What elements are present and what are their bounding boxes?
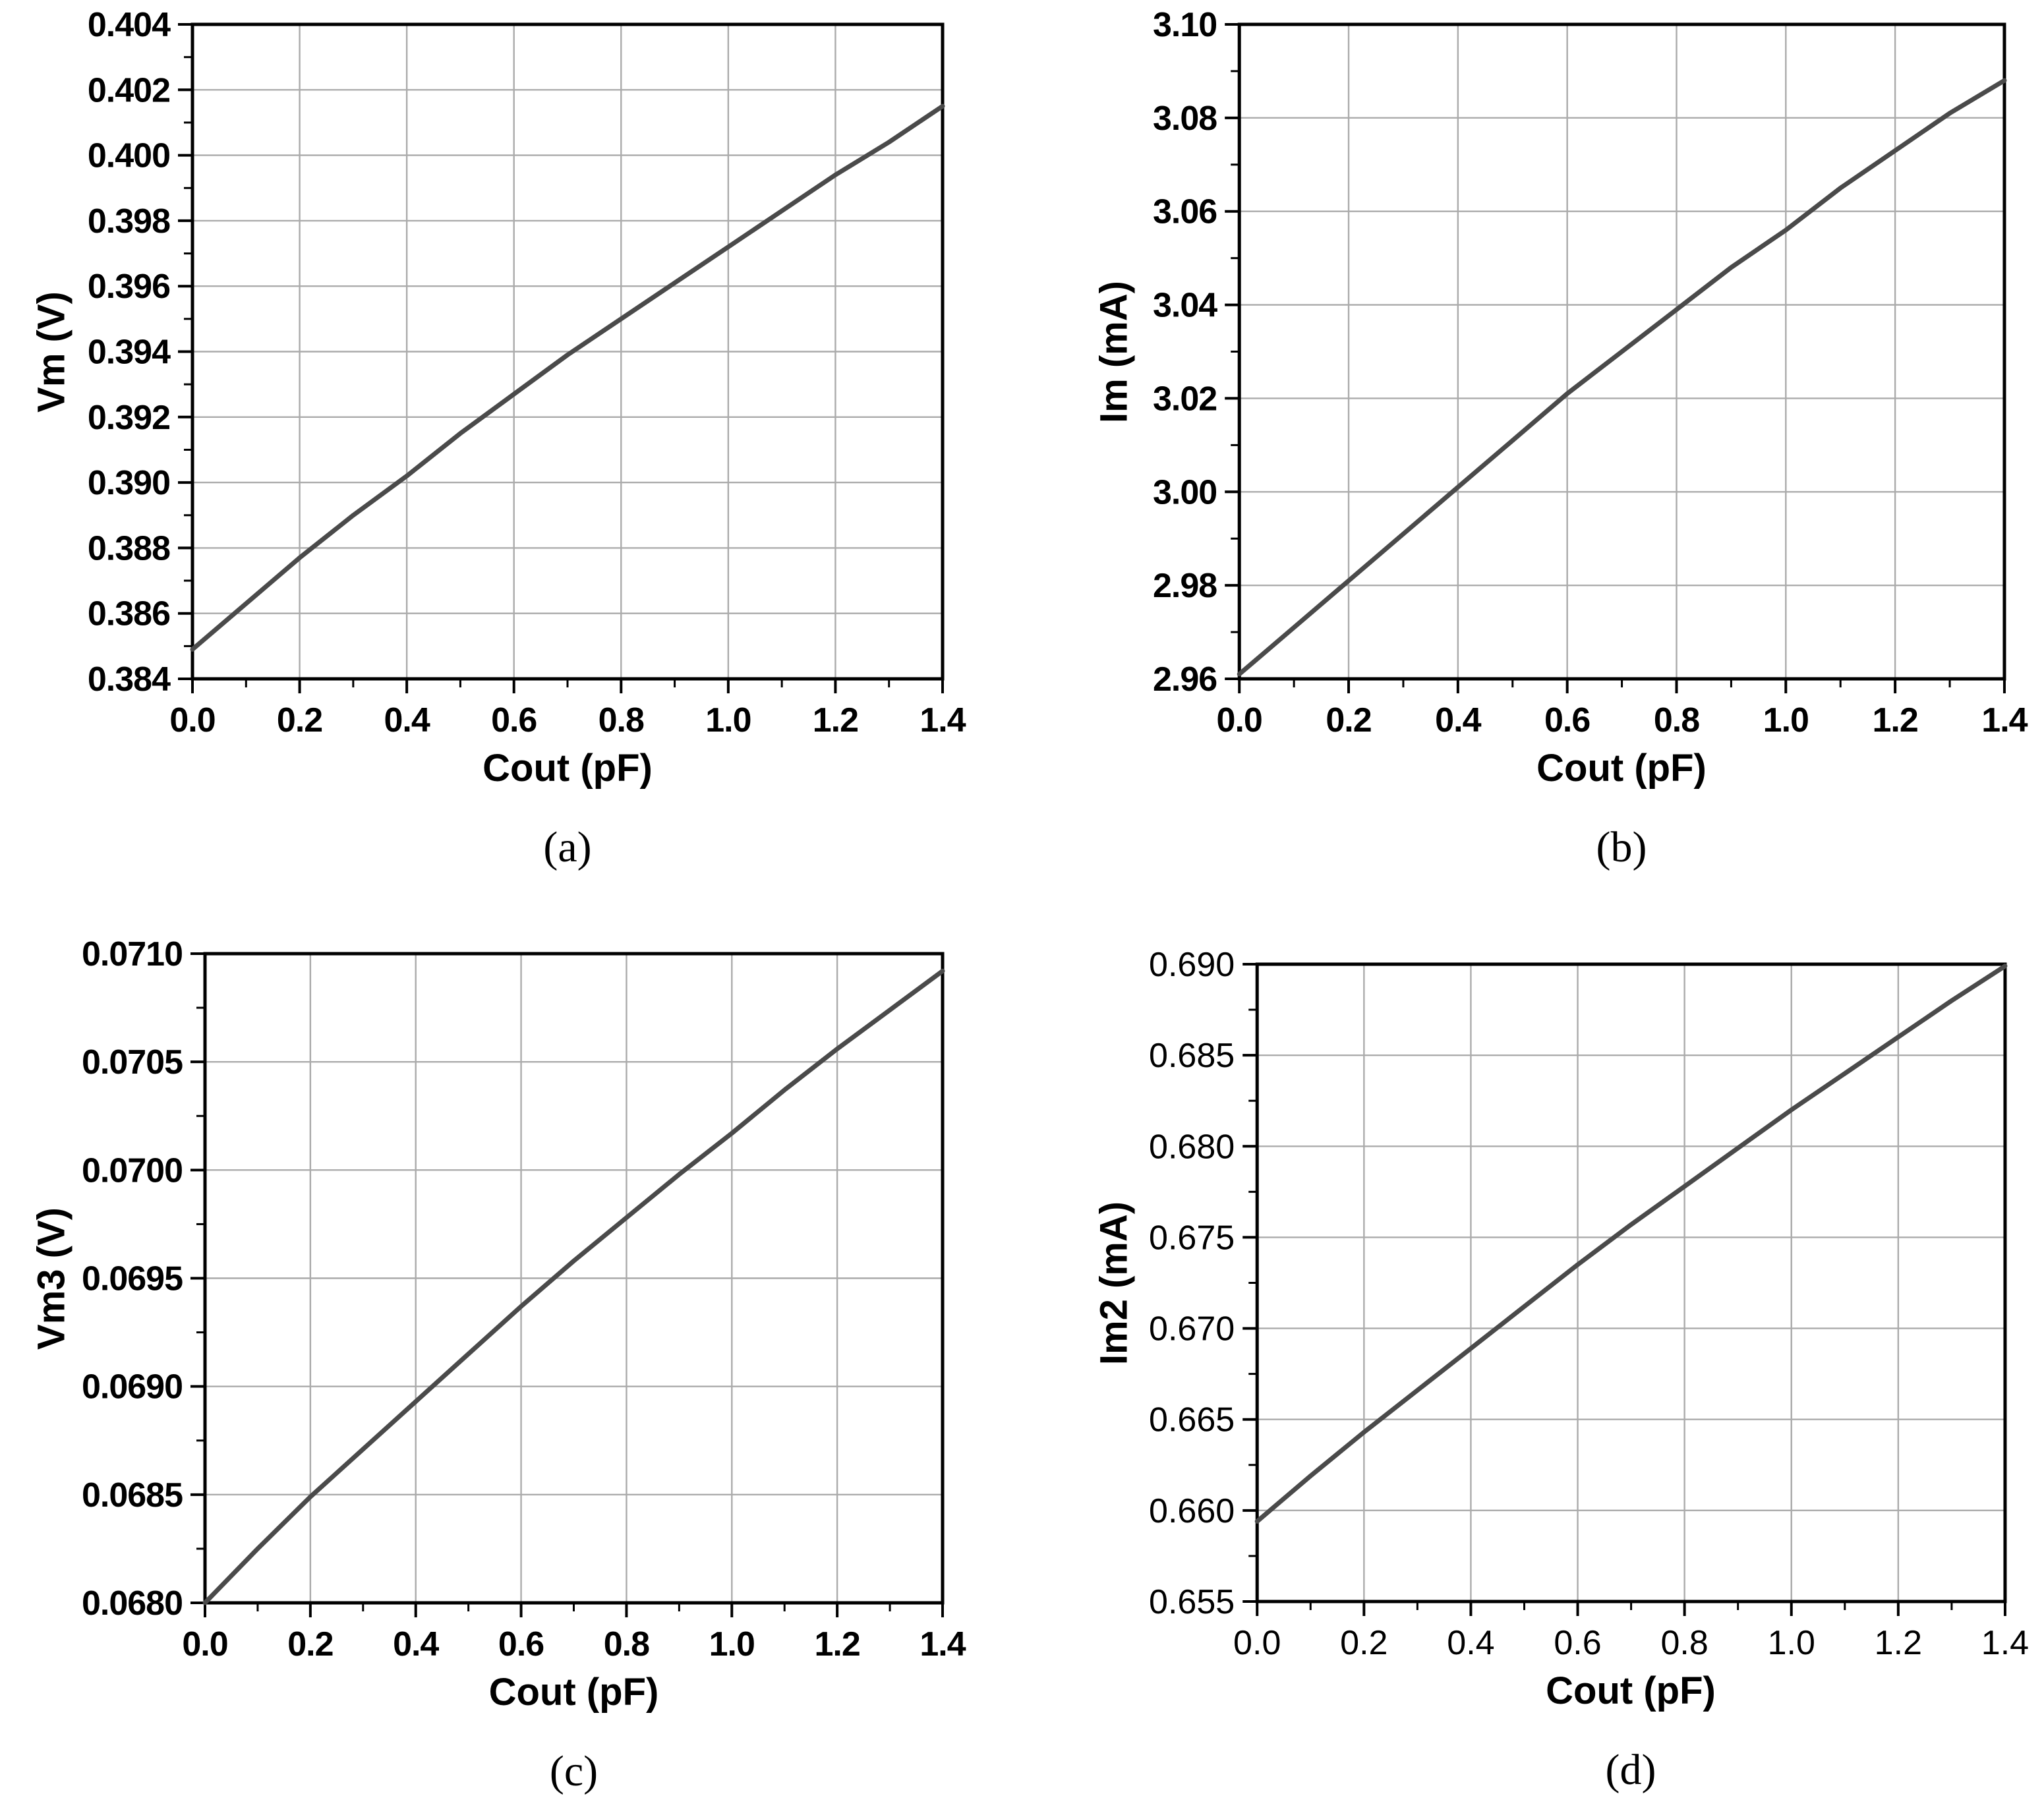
svg-text:0.396: 0.396 [88,268,170,306]
svg-text:1.0: 1.0 [705,701,751,739]
svg-text:0.404: 0.404 [88,6,171,44]
svg-text:1.2: 1.2 [1875,1624,1922,1662]
svg-text:1.4: 1.4 [1981,701,2028,739]
svg-text:0.2: 0.2 [1326,701,1371,739]
svg-text:0.0705: 0.0705 [82,1043,183,1082]
x-axis-label-b: Cout (pF) [1536,747,1707,790]
panel-caption-b: (b) [1596,823,1647,871]
svg-text:0.655: 0.655 [1149,1583,1235,1621]
svg-text:0.6: 0.6 [491,701,537,739]
svg-text:0.2: 0.2 [287,1625,333,1663]
svg-text:0.398: 0.398 [88,202,170,241]
panel-d: 0.0 0.2 0.4 0.6 0.8 1.0 1.2 1.4 0.655 0.660 0.665 0… [1022,909,2044,1819]
x-axis-label-d: Cout (pF) [1546,1669,1716,1712]
svg-text:3.08: 3.08 [1153,100,1217,138]
panel-caption-d: (d) [1605,1746,1656,1794]
plot-area-b: 0.0 0.2 0.4 0.6 0.8 1.0 1.2 1.4 2.96 2.98 3.00 3.02… [1153,6,2029,739]
svg-text:0.0685: 0.0685 [82,1476,183,1515]
svg-text:0.0690: 0.0690 [82,1368,183,1406]
plot-area-c: 0.0 0.2 0.4 0.6 0.8 1.0 1.2 1.4 0.0680 0.0685 0.06… [82,935,967,1663]
svg-text:0.0695: 0.0695 [82,1260,183,1298]
svg-text:0.675: 0.675 [1149,1219,1235,1257]
svg-text:0.4: 0.4 [1435,701,1481,739]
x-axis-label-a: Cout (pF) [482,747,653,790]
svg-text:0.384: 0.384 [88,660,171,699]
svg-text:0.0: 0.0 [1233,1624,1281,1662]
svg-text:0.388: 0.388 [88,529,170,567]
svg-text:0.0680: 0.0680 [82,1584,183,1623]
svg-text:0.2: 0.2 [277,701,322,739]
svg-text:2.98: 2.98 [1153,567,1217,605]
svg-text:1.4: 1.4 [1981,1624,2029,1662]
svg-text:0.670: 0.670 [1149,1310,1235,1348]
svg-text:1.0: 1.0 [1768,1624,1815,1662]
svg-text:0.400: 0.400 [88,137,170,175]
svg-text:0.386: 0.386 [88,595,170,633]
svg-text:0.665: 0.665 [1149,1401,1235,1439]
panel-a: 0.0 0.2 0.4 0.6 0.8 1.0 1.2 1.4 0.384 0.386 0.388 0… [0,0,1022,909]
y-axis-label-b: Im (mA) [1092,280,1135,423]
svg-text:0.0700: 0.0700 [82,1151,183,1190]
svg-text:1.0: 1.0 [1763,701,1809,739]
svg-text:0.0710: 0.0710 [82,935,183,973]
svg-text:3.10: 3.10 [1153,6,1217,44]
panel-c: 0.0 0.2 0.4 0.6 0.8 1.0 1.2 1.4 0.0680 0.0685 0.06… [0,909,1022,1819]
svg-text:0.402: 0.402 [88,71,170,109]
svg-text:0.0: 0.0 [1217,701,1262,739]
svg-text:0.4: 0.4 [393,1625,439,1663]
svg-text:3.00: 3.00 [1153,473,1217,511]
svg-text:0.690: 0.690 [1149,946,1235,984]
svg-text:0.0: 0.0 [182,1625,227,1663]
svg-text:1.2: 1.2 [813,701,858,739]
svg-text:1.2: 1.2 [1872,701,1917,739]
svg-text:1.2: 1.2 [814,1625,860,1663]
svg-text:0.2: 0.2 [1340,1624,1387,1662]
svg-text:0.6: 0.6 [1554,1624,1601,1662]
svg-text:0.660: 0.660 [1149,1492,1235,1530]
svg-text:0.0: 0.0 [169,701,215,739]
svg-text:0.8: 0.8 [1654,701,1699,739]
panel-b: 0.0 0.2 0.4 0.6 0.8 1.0 1.2 1.4 2.96 2.98 3.00 3.02… [1022,0,2044,909]
svg-text:0.8: 0.8 [1660,1624,1708,1662]
svg-text:2.96: 2.96 [1153,660,1217,699]
svg-text:3.06: 3.06 [1153,193,1217,231]
svg-text:3.02: 3.02 [1153,380,1217,418]
panel-caption-a: (a) [543,823,592,871]
svg-text:1.0: 1.0 [709,1625,755,1663]
y-axis-label-a: Vm (V) [30,291,73,413]
svg-text:0.685: 0.685 [1149,1037,1235,1075]
y-axis-label-d: Im2 (mA) [1092,1201,1135,1365]
y-axis-label-c: Vm3 (V) [30,1207,73,1350]
svg-text:0.390: 0.390 [88,464,170,502]
plot-area-d: 0.0 0.2 0.4 0.6 0.8 1.0 1.2 1.4 0.655 0.660 0.665 0… [1149,946,2029,1662]
svg-text:0.394: 0.394 [88,333,171,372]
svg-text:0.680: 0.680 [1149,1128,1235,1166]
svg-text:0.8: 0.8 [599,701,644,739]
svg-text:0.392: 0.392 [88,399,170,437]
plot-area-a: 0.0 0.2 0.4 0.6 0.8 1.0 1.2 1.4 0.384 0.386 0.388 0… [88,6,967,739]
svg-text:0.8: 0.8 [604,1625,649,1663]
svg-text:0.4: 0.4 [1447,1624,1494,1662]
svg-text:1.4: 1.4 [920,1625,966,1663]
svg-text:0.6: 0.6 [498,1625,544,1663]
svg-text:3.04: 3.04 [1153,287,1217,325]
svg-text:1.4: 1.4 [920,701,966,739]
x-axis-label-c: Cout (pF) [488,1671,659,1714]
svg-text:0.4: 0.4 [384,701,430,739]
svg-text:0.6: 0.6 [1544,701,1590,739]
panel-caption-c: (c) [549,1747,599,1795]
